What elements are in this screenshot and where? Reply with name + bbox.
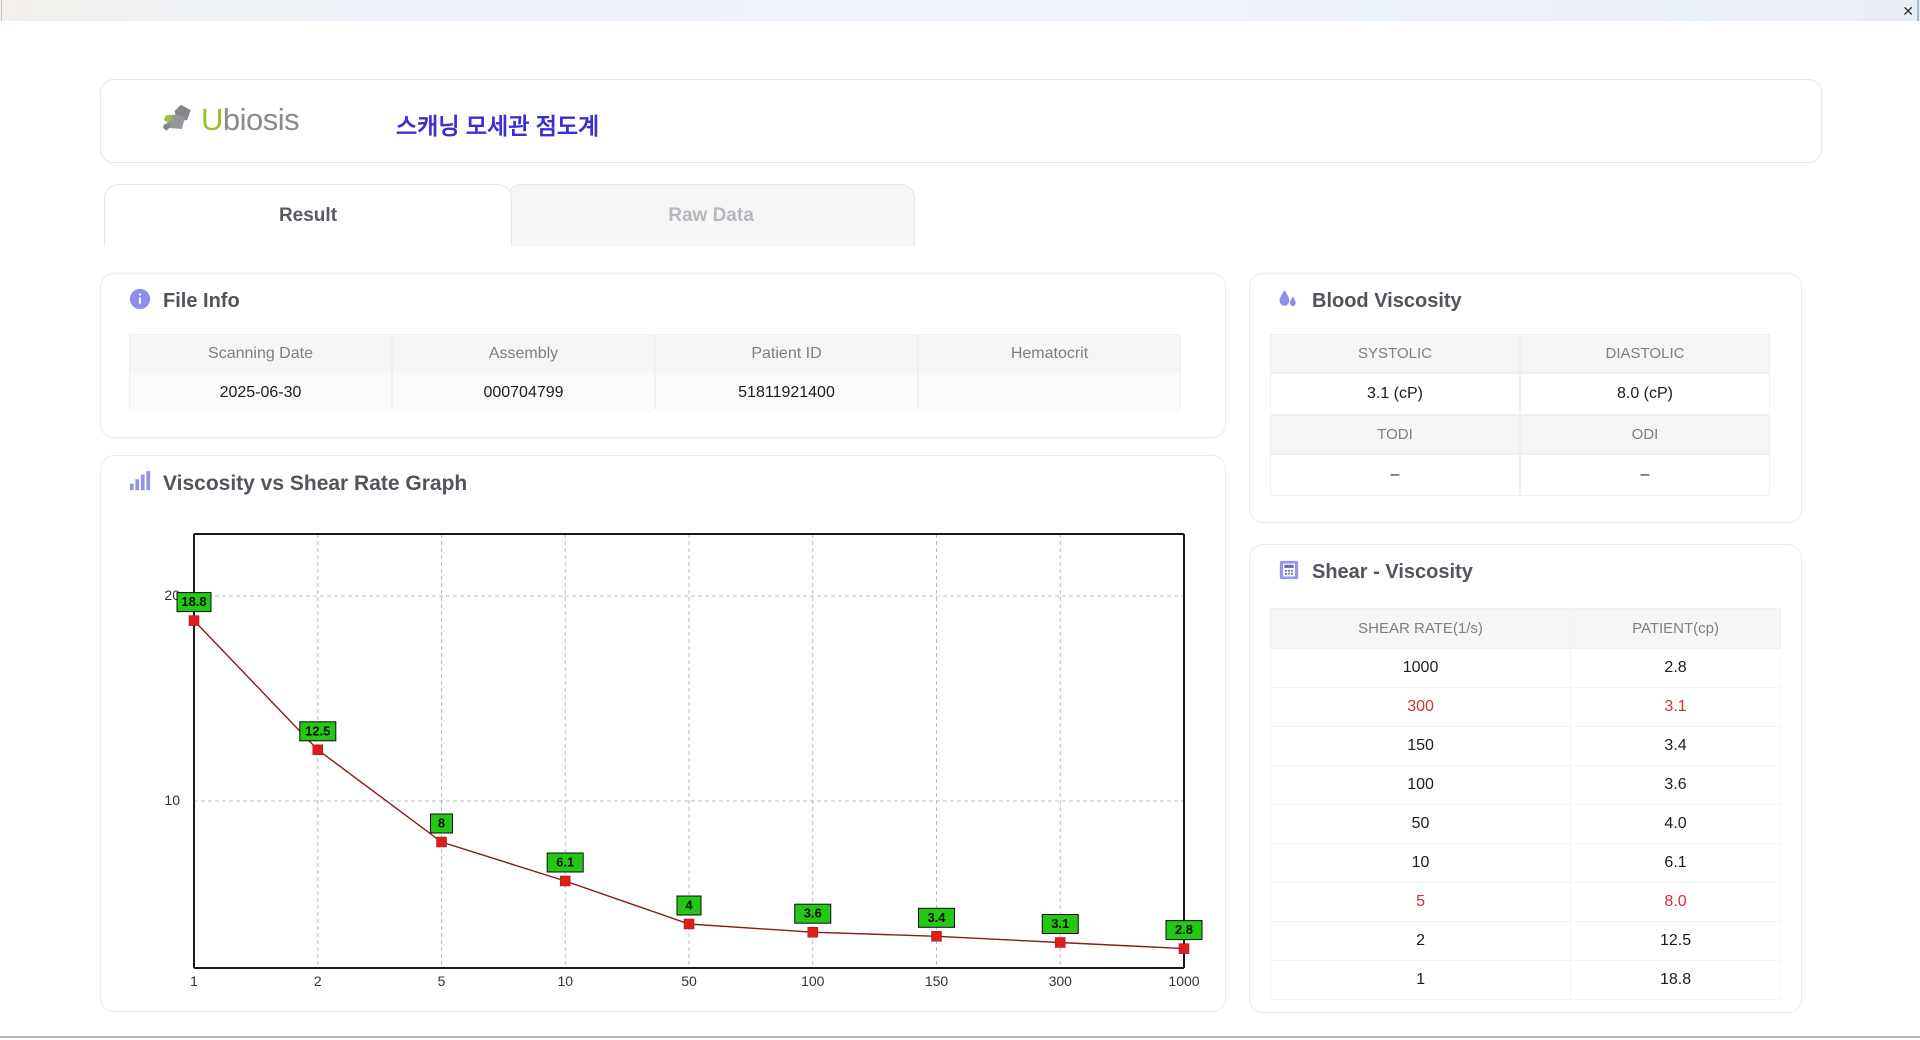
svg-text:2.8: 2.8 (1175, 922, 1193, 937)
svg-text:150: 150 (925, 973, 949, 989)
svg-text:3.1: 3.1 (1051, 916, 1069, 931)
svg-text:1: 1 (190, 973, 198, 989)
svg-text:3.6: 3.6 (804, 906, 822, 921)
svg-text:8: 8 (438, 816, 445, 831)
svg-text:18.8: 18.8 (181, 594, 206, 609)
svg-text:300: 300 (1049, 973, 1073, 989)
svg-text:10: 10 (164, 792, 180, 808)
svg-text:4: 4 (685, 898, 693, 913)
svg-text:2: 2 (314, 973, 322, 989)
svg-text:5: 5 (438, 973, 446, 989)
svg-text:50: 50 (681, 973, 697, 989)
svg-text:1000: 1000 (1168, 973, 1199, 989)
svg-text:100: 100 (801, 973, 825, 989)
svg-text:10: 10 (557, 973, 573, 989)
svg-text:3.4: 3.4 (927, 910, 946, 925)
svg-text:12.5: 12.5 (305, 723, 330, 738)
svg-text:6.1: 6.1 (556, 855, 574, 870)
